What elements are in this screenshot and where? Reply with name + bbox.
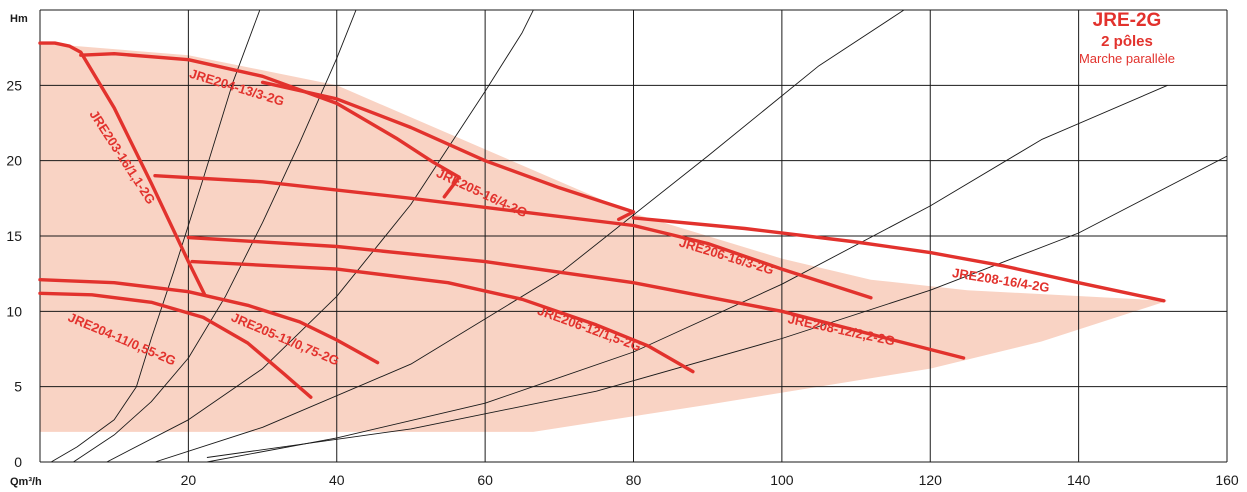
pump-curves-layer [38,41,1166,399]
pump-curve-3 [260,80,636,222]
x-tick-label-8: 160 [1215,472,1239,488]
system-curve-5 [206,84,1168,462]
operating-area [40,43,1168,432]
x-tick-label-4: 80 [626,472,642,488]
y-tick-label-4: 20 [6,153,22,169]
grid-layer [39,9,1228,463]
pump-curve-4 [153,173,873,300]
tick-labels-layer: 20 40 60 80 100 120 140 160 0 5 10 15 20 25 [6,77,1238,488]
x-axis-label: Qm³/h [10,476,42,488]
y-tick-label-1: 5 [14,379,22,395]
x-tick-label-2: 40 [329,472,345,488]
chart-subtitle: 2 pôles [1101,33,1153,50]
x-tick-label-3: 60 [477,472,493,488]
y-tick-label-2: 10 [6,303,22,319]
y-tick-label-3: 15 [6,228,22,244]
x-tick-label-7: 140 [1067,472,1091,488]
operating-area-layer [40,43,1168,432]
system-curve-1 [50,10,261,462]
system-curves-layer [50,10,1227,462]
pump-curve-1 [38,41,207,297]
pump-curve-5 [631,216,1166,303]
x-tick-label-1: 20 [181,472,197,488]
y-tick-label-0: 0 [14,454,22,470]
x-tick-label-5: 100 [770,472,794,488]
chart-subtitle-2: Marche parallèle [1079,51,1175,66]
pump-curve-8 [38,278,380,365]
x-tick-label-6: 120 [919,472,943,488]
y-tick-label-5: 25 [6,77,22,93]
pump-curve-2 [79,52,461,199]
pump-curve-6 [186,235,966,360]
pump-curve-7 [190,259,695,374]
system-curve-2 [73,10,357,462]
y-axis-label: Hm [10,13,28,25]
chart-title: JRE-2G [1093,10,1162,31]
pump-curve-9 [38,291,313,399]
system-curve-6 [206,155,1227,458]
